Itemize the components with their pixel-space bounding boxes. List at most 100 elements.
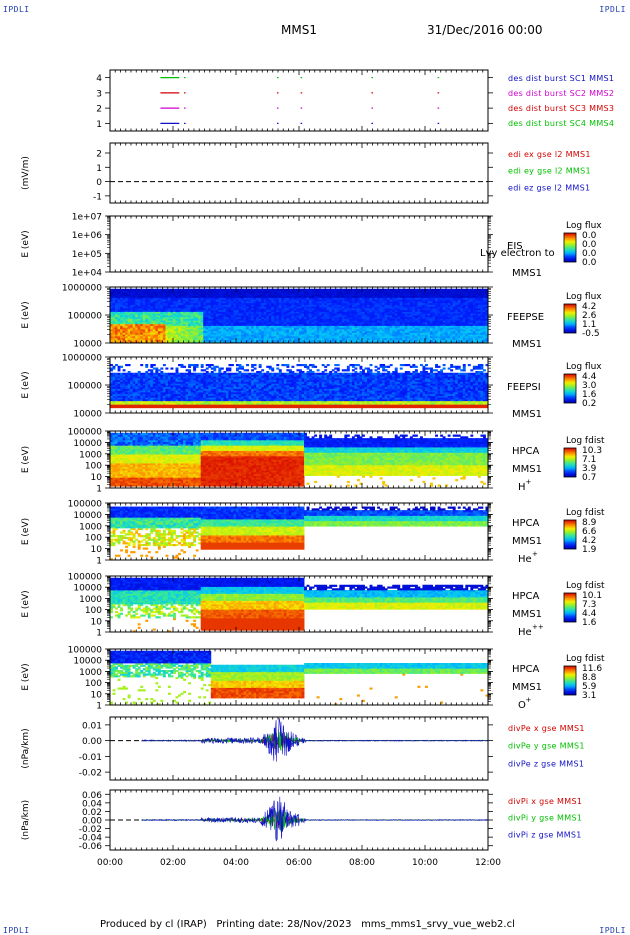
heatmap-cell [390,289,393,291]
y-tick-label: 2 [96,150,102,160]
heatmap-cell [186,289,189,291]
colorbar [564,233,576,262]
heatmap-cell [173,289,176,291]
legend-entry: des dist burst SC3 MMS3 [508,104,614,113]
panel-frame [110,216,488,272]
y-axis-label: (mV/m) [21,156,31,190]
heatmap-cell [450,289,453,291]
heatmap-cell [400,289,403,291]
heatmap-cell [256,289,259,291]
heatmap-cell [123,289,126,291]
heatmap-cell [163,289,166,291]
y-tick-label: 1e+05 [72,250,102,260]
heatmap-cell [201,289,204,291]
legend-entry: edi ez gse l2 MMS1 [508,183,590,192]
heatmap-cell [181,289,184,291]
heatmap-cell [407,289,410,291]
y-tick-label: 1 [96,120,102,130]
heatmap-cell [344,289,347,291]
heatmap-cell [264,289,267,291]
heatmap-cell [443,289,446,291]
heatmap-cell [362,289,365,291]
heatmap-cell [337,289,340,291]
heatmap-cell [347,289,350,291]
heatmap-cell [324,289,327,291]
heatmap-cell [380,289,383,291]
heatmap-cell [289,289,292,291]
heatmap-cells [110,289,488,344]
heatmap-cell [317,289,320,291]
overlay-text: Lvy electron to [480,248,555,259]
heatmap-cell [433,289,436,291]
heatmap-cell [196,289,199,291]
heatmap-cell [312,289,315,291]
heatmap-cell [342,289,345,291]
legend-entry: edi ey gse l2 MMS1 [508,167,591,176]
heatmap-cell [135,289,138,291]
heatmap-cell [307,289,310,291]
heatmap-cell [130,289,133,291]
heatmap-cell [299,289,302,291]
heatmap-cell [425,289,428,291]
heatmap-cell [463,289,466,291]
heatmap-cell [453,289,456,291]
y-tick-label: -1 [93,192,102,202]
heatmap-cell [249,289,252,291]
heatmap-cell [420,289,423,291]
y-tick-label: 1e+04 [72,269,103,279]
colorbar-label: 0.0 [582,258,597,268]
heatmap-cell [128,289,131,291]
heatmap-cell [448,289,451,291]
heatmap-cell [261,289,264,291]
heatmap-cell [357,289,360,291]
heatmap-cell [138,289,141,291]
heatmap-cell [332,289,335,291]
legend-entry: edi ex gse l2 MMS1 [508,150,591,159]
heatmap-cell [395,289,398,291]
colorbar-title: Log flux [566,221,602,231]
heatmap-cell [385,289,388,291]
heatmap-cell [211,289,214,291]
heatmap-cell [327,289,330,291]
heatmap-cell [387,289,390,291]
heatmap-cell [206,289,209,291]
y-tick-label: 1 [96,164,102,174]
heatmap-cell [410,289,413,291]
panel-frame [110,70,488,131]
heatmap-cell [279,289,282,291]
heatmap-cell [118,289,121,291]
heatmap-cell [155,289,158,291]
heatmap-cell [133,289,136,291]
y-tick-label: 2 [96,105,102,115]
y-tick-label: 1e+06 [72,231,103,241]
heatmap-cell [294,289,297,291]
heatmap-cell [375,289,378,291]
heatmap-cell [370,289,373,291]
y-tick-label: 4 [96,74,102,84]
legend-entry: des dist burst SC1 MMS1 [508,74,614,83]
panel-frame [110,143,488,203]
heatmap-cell [438,289,441,291]
heatmap-cell [221,289,224,291]
y-axis-label: E (eV) [21,230,31,257]
heatmap-cell [352,289,355,291]
y-tick-label: 3 [96,89,102,99]
heatmap-cell [254,289,257,291]
heatmap-cell [415,289,418,291]
heatmap-cell [218,289,221,291]
heatmap-cell [198,289,201,291]
legend-entry: des dist burst SC4 MMS4 [508,119,614,128]
heatmap-cell [284,289,287,291]
heatmap-cell [274,289,277,291]
heatmap-cell [216,289,219,291]
heatmap-cell [153,289,156,291]
heatmap-cell [319,289,322,291]
heatmap-cell [231,289,234,291]
heatmap-cell [226,289,229,291]
heatmap-cell [236,289,239,291]
panel-burst: 1 2 3 4 des dist burst SC1 MMS1 des dist burs… [96,70,614,131]
